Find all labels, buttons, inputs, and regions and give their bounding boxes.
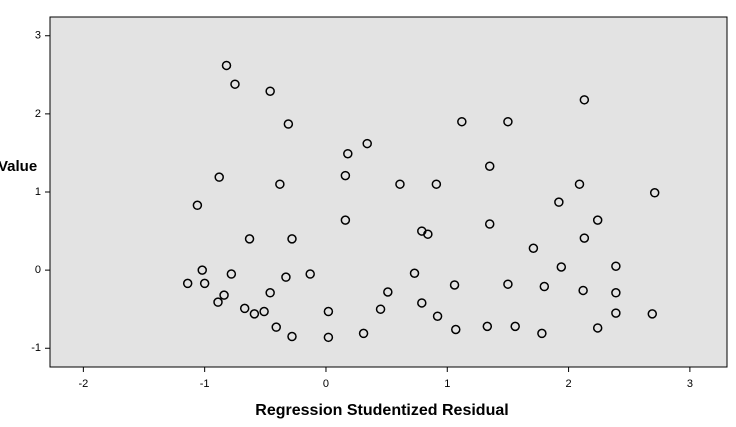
point — [383, 287, 393, 297]
plot-area — [49, 16, 728, 368]
x-axis-label: Regression Studentized Residual — [255, 402, 508, 419]
point — [199, 278, 210, 289]
point — [213, 297, 223, 307]
point — [226, 269, 237, 279]
point — [449, 280, 460, 290]
point — [271, 322, 281, 332]
point — [221, 60, 232, 71]
point — [592, 215, 603, 225]
point — [239, 303, 250, 314]
x-tick-label: -1 — [200, 378, 210, 390]
y-axis-label: Value — [0, 158, 37, 175]
x-tick-label: 2 — [566, 378, 572, 390]
point — [287, 331, 297, 342]
point — [503, 116, 513, 127]
point — [574, 179, 585, 189]
point — [579, 233, 590, 243]
y-tick-label: 1 — [35, 186, 41, 198]
point — [305, 269, 315, 279]
point — [611, 261, 621, 271]
y-tick-label: 3 — [35, 30, 41, 42]
point — [611, 288, 621, 298]
point — [647, 309, 658, 319]
point — [451, 324, 461, 335]
point — [482, 321, 493, 332]
point — [343, 148, 353, 159]
point — [484, 161, 495, 171]
point — [539, 281, 550, 292]
point — [395, 179, 405, 189]
y-tick-label: 2 — [35, 108, 41, 120]
point — [192, 200, 203, 211]
point — [457, 116, 467, 127]
point — [579, 95, 590, 105]
point — [197, 265, 207, 275]
point — [432, 311, 443, 321]
point — [249, 309, 260, 319]
point — [340, 170, 351, 181]
point — [265, 288, 275, 298]
point — [259, 306, 269, 317]
x-tick-label: 1 — [444, 378, 450, 390]
point — [323, 306, 334, 317]
point — [287, 234, 297, 244]
point — [275, 179, 285, 189]
x-tick-label: 0 — [323, 378, 329, 390]
point — [358, 328, 369, 339]
point — [611, 308, 621, 318]
point — [340, 215, 351, 225]
point — [375, 304, 386, 314]
point — [283, 119, 294, 129]
point — [554, 197, 564, 207]
point — [281, 272, 291, 282]
point — [528, 243, 539, 253]
point — [484, 219, 495, 229]
point — [431, 179, 442, 189]
point — [423, 229, 433, 239]
point — [510, 321, 520, 332]
point — [503, 279, 513, 289]
point — [537, 328, 547, 339]
point — [417, 298, 427, 308]
point — [265, 86, 275, 96]
point — [214, 172, 224, 182]
point — [578, 285, 588, 296]
point — [362, 138, 372, 149]
y-tick-label: 0 — [35, 264, 41, 276]
point — [219, 290, 229, 300]
point — [230, 79, 240, 89]
point — [649, 188, 660, 198]
point — [409, 268, 420, 278]
point — [182, 278, 193, 289]
x-tick-label: 3 — [687, 378, 693, 390]
point — [323, 332, 334, 343]
y-tick-label: -1 — [31, 342, 41, 354]
point — [244, 234, 255, 244]
point — [592, 323, 603, 333]
point — [556, 262, 567, 272]
x-tick-label: -2 — [78, 378, 88, 390]
